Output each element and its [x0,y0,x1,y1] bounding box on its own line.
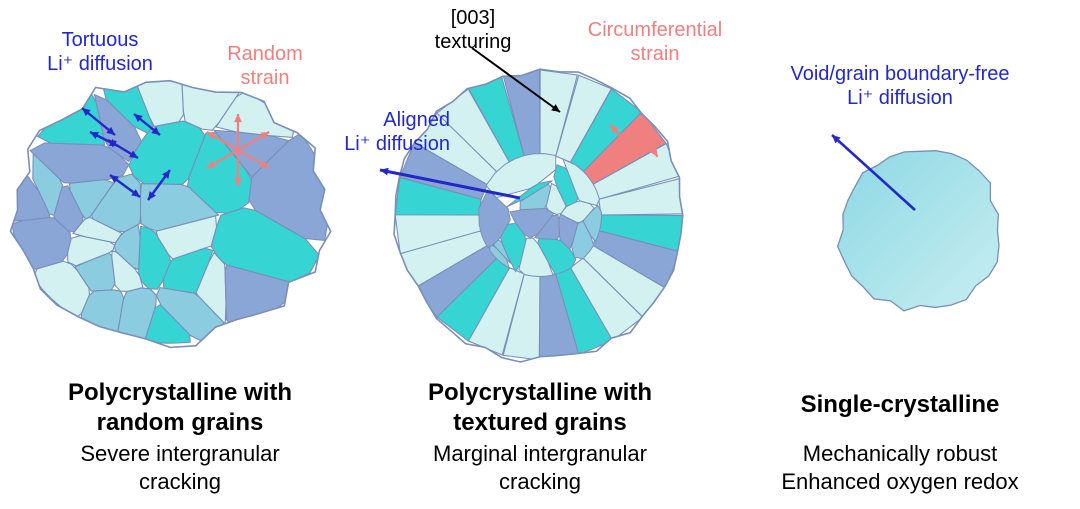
voidfree-label: Void/grain boundary-free Li⁺ diffusion [740,62,1060,110]
textured-sub-line1: Marginal intergranular [433,441,647,466]
panel-textured: [003] texturing Circumferentialstrain Al… [360,0,720,509]
single-sub-line1: Mechanically robust [803,441,997,466]
random-sub-line1: Severe intergranular [80,441,279,466]
single-title: Single-crystalline [720,390,1080,420]
single-sub-line2: Enhanced oxygen redox [781,469,1018,494]
texturing-line1: [003] [451,7,495,29]
voidfree-line1: Void/grain boundary-free [790,63,1009,85]
panel-single: Void/grain boundary-free Li⁺ diffusion S… [720,0,1080,509]
tortuous-label-line1: Tortuous [62,29,139,51]
random-title-line2: random grains [97,409,264,436]
textured-sub-line2: cracking [499,469,581,494]
random-title-line1: Polycrystalline with [68,379,292,406]
panel-random: Tortuous Li⁺ diffusion Random strain Pol… [0,0,360,509]
single-particle-svg [720,0,1080,370]
textured-title-line2: textured grains [453,409,626,436]
random-sub-line2: cracking [139,469,221,494]
random-subtitle: Severe intergranular cracking [0,440,360,495]
aligned-diffusion-label: Aligned Li⁺ diffusion [310,108,450,156]
single-title-text: Single-crystalline [801,391,1000,418]
aligned-line2: Li⁺ diffusion [344,133,450,155]
aligned-line1: Aligned [383,109,450,131]
texturing-line2: texturing [435,31,512,53]
single-subtitle: Mechanically robust Enhanced oxygen redo… [720,440,1080,495]
random-title: Polycrystalline with random grains [0,378,360,438]
texturing-label: [003] texturing [408,6,538,54]
textured-title-line1: Polycrystalline with [428,379,652,406]
random-strain-line1: Random [227,43,303,65]
circ-strain-label: Circumferentialstrain [570,18,740,66]
random-strain-label: Random strain [195,42,335,90]
textured-subtitle: Marginal intergranular cracking [360,440,720,495]
tortuous-label-line2: Li⁺ diffusion [47,53,153,75]
random-strain-line2: strain [241,67,290,89]
textured-title: Polycrystalline with textured grains [360,378,720,438]
tortuous-diffusion-label: Tortuous Li⁺ diffusion [20,28,180,76]
voidfree-line2: Li⁺ diffusion [847,87,953,109]
